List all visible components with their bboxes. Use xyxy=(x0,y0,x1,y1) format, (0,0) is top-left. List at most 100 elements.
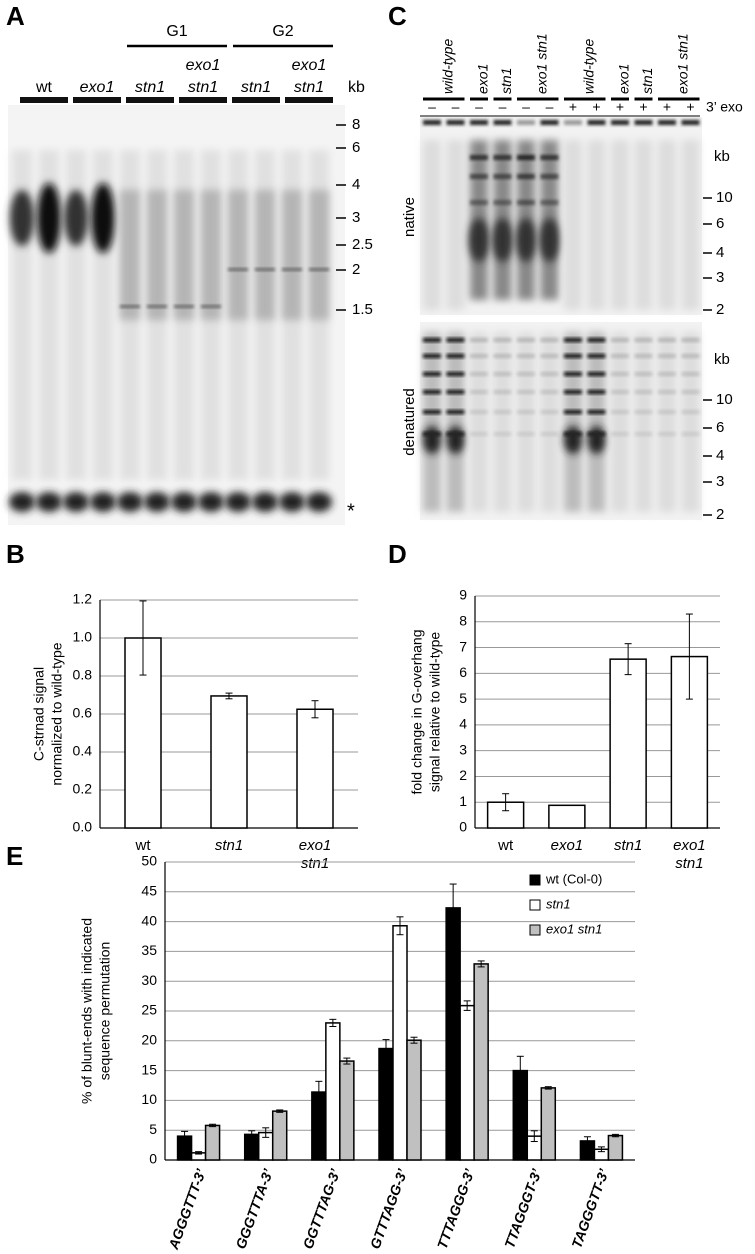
lane-label: exo1 xyxy=(475,64,491,94)
treatment-sign: – xyxy=(499,99,507,115)
gel-band xyxy=(611,338,629,342)
treatment-sign: + xyxy=(569,99,577,115)
gel-band xyxy=(309,268,329,271)
x-tick-label: TTAGGGT-3’ xyxy=(501,1166,545,1250)
y-tick-label: 0 xyxy=(149,1151,157,1167)
gel-well xyxy=(470,120,488,125)
y-axis-label: C-strnad signal xyxy=(31,667,47,761)
lane-label: wild-type xyxy=(439,39,455,94)
legend-swatch xyxy=(529,924,541,936)
error-bar xyxy=(516,1055,524,1086)
y-tick-label: 15 xyxy=(141,1061,157,1077)
row-label: native xyxy=(401,197,418,237)
y-tick-label: 1.0 xyxy=(73,629,93,645)
gel-band xyxy=(201,305,221,308)
gel-band xyxy=(64,190,88,246)
gel-smear xyxy=(470,332,488,512)
gel-band xyxy=(470,372,488,376)
gel-band xyxy=(611,372,629,376)
gel-band xyxy=(469,218,489,262)
bar xyxy=(296,708,334,829)
gel-band xyxy=(36,492,62,512)
gel-band xyxy=(681,372,700,376)
legend-label: stn1 xyxy=(546,896,571,911)
treatment-sign: – xyxy=(522,99,530,115)
x-tick-label: wt xyxy=(497,837,514,854)
treatment-sign: + xyxy=(663,99,671,115)
marker-label: 6 xyxy=(352,139,360,156)
error-bar xyxy=(597,1146,605,1153)
y-tick-label: 2 xyxy=(459,767,467,783)
gel-band xyxy=(63,492,89,512)
gel-band xyxy=(587,410,606,414)
gel-band xyxy=(470,155,488,160)
gel-band xyxy=(517,338,535,342)
gel-band xyxy=(493,432,512,436)
gel-band xyxy=(564,338,582,342)
x-tick-label: exo1 xyxy=(551,837,584,854)
gel-smear xyxy=(634,332,653,512)
lane-label: exo1 stn1 xyxy=(674,33,690,94)
gel-band xyxy=(470,390,488,394)
gel-band xyxy=(228,268,248,271)
bar xyxy=(210,695,248,829)
error-bar xyxy=(611,1133,619,1138)
x-tick-label: exo1 xyxy=(673,837,706,854)
gel-band xyxy=(517,432,535,436)
lane-bar xyxy=(73,97,121,103)
gel-smear xyxy=(611,332,629,512)
asterisk: * xyxy=(347,500,355,522)
gel-band xyxy=(470,338,488,342)
gel-band xyxy=(423,426,441,454)
gel-smear xyxy=(255,190,275,320)
error-bar xyxy=(477,960,485,968)
lane-label: stn1 xyxy=(135,79,165,96)
gel-band xyxy=(493,354,512,358)
gel-band xyxy=(681,410,700,414)
gel-band xyxy=(587,338,606,342)
gel-band xyxy=(446,354,465,358)
gel-band xyxy=(171,492,197,512)
gel-band xyxy=(493,372,512,376)
gel-smear xyxy=(228,190,248,320)
legend-label: exo1 stn1 xyxy=(546,921,602,936)
gel-band xyxy=(516,218,536,262)
gel-band xyxy=(517,200,535,205)
gel-band xyxy=(493,155,512,160)
gel-band xyxy=(225,492,251,512)
y-axis-label: normalized to wild-type xyxy=(49,642,65,785)
error-bar xyxy=(624,643,632,676)
gel-band xyxy=(446,426,465,454)
y-tick-label: 0.6 xyxy=(73,705,93,721)
gel-band xyxy=(681,354,700,358)
treatment-sign: + xyxy=(686,99,694,115)
gel-well xyxy=(681,120,700,125)
marker-label: 4 xyxy=(716,447,724,464)
gel-smear xyxy=(517,332,535,512)
error-bar xyxy=(248,1130,256,1139)
row-label: denatured xyxy=(401,388,418,456)
gel-band xyxy=(540,390,559,394)
gel-band xyxy=(587,390,606,394)
gel-band xyxy=(493,174,512,179)
error-bar xyxy=(315,1080,323,1104)
gel-well xyxy=(611,120,629,125)
gel-well xyxy=(423,120,441,125)
gel-smear xyxy=(634,140,653,310)
gel-band xyxy=(611,390,629,394)
gel-band xyxy=(564,390,582,394)
error-bar xyxy=(463,1000,471,1011)
panel-letter: B xyxy=(6,539,25,569)
treatment-sign: – xyxy=(546,99,554,115)
y-tick-label: 7 xyxy=(459,638,467,654)
error-bar xyxy=(382,1039,390,1058)
bar xyxy=(392,925,408,1161)
error-bar xyxy=(502,793,510,812)
legend-swatch xyxy=(529,874,541,886)
gel-smear xyxy=(282,190,302,320)
marker-label: 8 xyxy=(352,116,360,133)
lane-label: stn1 xyxy=(241,79,271,96)
gel-band xyxy=(174,305,194,308)
gel-band xyxy=(540,338,559,342)
gel-band xyxy=(517,372,535,376)
